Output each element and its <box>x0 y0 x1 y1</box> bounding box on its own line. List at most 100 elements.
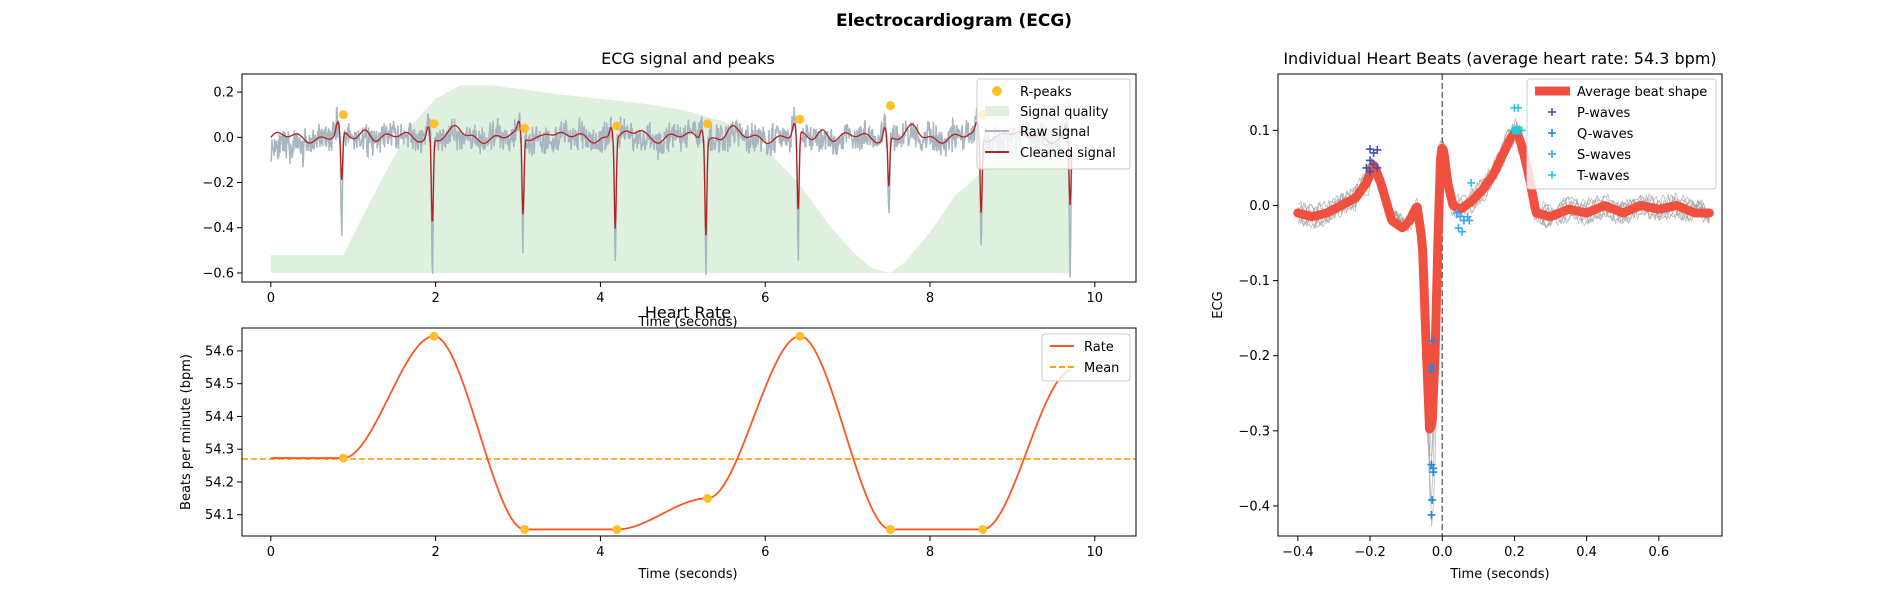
p-wave-marker <box>1362 163 1371 172</box>
q-wave-marker <box>1427 510 1436 519</box>
rate-markers-layer <box>338 331 988 534</box>
y-tick-label: 54.6 <box>205 344 234 359</box>
x-tick-label: 0.2 <box>1504 545 1525 560</box>
x-tick-label: 0 <box>267 545 275 560</box>
q-wave-marker <box>1429 464 1438 473</box>
beats-ticks: −0.4 −0.2 0.0 0.2 0.4 0.6 −0.4 −0.3 −0.2 −0.1 0.0 0… <box>1238 124 1669 560</box>
s-wave-marker <box>1452 208 1461 217</box>
x-tick-label: 0.0 <box>1432 545 1453 560</box>
rate-peak-point <box>612 524 622 534</box>
r-peak-point <box>429 119 439 129</box>
beats-panel-title: Individual Heart Beats (average heart ra… <box>1283 49 1716 68</box>
beats-axes-frame <box>1277 73 1723 537</box>
heart-rate-line <box>270 335 1072 531</box>
legend-t-label: T-waves <box>1576 169 1630 184</box>
p-wave-marker <box>1369 160 1378 169</box>
legend-mean-label: Mean <box>1084 361 1119 376</box>
ecg-panel-title: ECG signal and peaks <box>601 49 775 68</box>
y-tick-label: 54.1 <box>205 508 234 523</box>
y-tick-label: −0.4 <box>202 221 234 236</box>
x-tick-label: −0.2 <box>1354 545 1386 560</box>
x-tick-label: −0.4 <box>1282 545 1314 560</box>
s-wave-marker <box>1454 224 1463 232</box>
rate-axes-frame <box>241 327 1137 537</box>
rate-xlabel: Time (seconds) <box>637 567 737 582</box>
y-tick-label: 54.2 <box>205 475 234 490</box>
p-wave-marker <box>1373 163 1382 172</box>
q-wave-marker <box>1428 362 1437 371</box>
rate-ticks: 0 2 4 6 8 10 54.1 54.2 54.3 54.4 54.5 54.6 <box>205 344 1103 560</box>
raw-signal-layer <box>270 106 1073 278</box>
y-tick-label: −0.2 <box>202 176 234 191</box>
rate-peak-point <box>429 331 439 341</box>
legend-p-label: P-waves <box>1577 106 1631 121</box>
rate-peak-point <box>795 331 805 341</box>
q-wave-marker <box>1427 460 1436 469</box>
cleaned-signal-line <box>270 120 1073 236</box>
ecg-signal-panel: ECG signal and peaks 0 2 4 6 8 10 −0.6 −0.4 −0.2… <box>202 49 1137 330</box>
legend-q-label: Q-waves <box>1577 127 1634 142</box>
y-tick-label: −0.6 <box>202 266 234 281</box>
ecg-axes-frame <box>241 73 1137 283</box>
signal-quality-layer <box>270 85 1071 273</box>
s-wave-marker <box>1463 212 1472 221</box>
y-tick-label: 54.5 <box>205 377 234 392</box>
ecg-legend: R-peaks Signal quality Raw signal Cleane… <box>976 78 1131 170</box>
x-tick-label: 10 <box>1087 545 1104 560</box>
y-tick-label: −0.1 <box>1238 274 1270 289</box>
q-wave-marker <box>1429 336 1438 345</box>
x-tick-label: 8 <box>926 545 934 560</box>
legend-cleaned-label: Cleaned signal <box>1020 146 1116 161</box>
rate-peak-point <box>885 524 895 534</box>
y-tick-label: −0.4 <box>1238 499 1270 514</box>
average-beat-line <box>1293 126 1714 434</box>
legend-raw-label: Raw signal <box>1020 125 1090 140</box>
y-tick-label: 0.1 <box>1249 124 1270 139</box>
x-tick-label: 8 <box>926 291 934 306</box>
y-tick-label: 54.3 <box>205 443 234 458</box>
x-tick-label: 0.6 <box>1648 545 1669 560</box>
y-tick-label: 0.0 <box>213 131 234 146</box>
x-tick-label: 4 <box>596 291 604 306</box>
ecg-ticks: 0 2 4 6 8 10 −0.6 −0.4 −0.2 0.0 0.2 <box>202 86 1103 306</box>
q-wave-marker <box>1428 495 1437 504</box>
raw-signal-line <box>270 106 1073 278</box>
r-peak-point <box>520 123 530 133</box>
x-tick-label: 2 <box>431 545 439 560</box>
p-wave-marker <box>1366 145 1375 154</box>
s-wave-marker <box>1456 212 1465 221</box>
r-peak-point <box>795 114 805 124</box>
beats-legend-box <box>1526 78 1717 190</box>
heart-beats-panel: Individual Heart Beats (average heart ra… <box>1211 49 1723 582</box>
x-tick-label: 2 <box>431 291 439 306</box>
cleaned-signal-layer <box>270 120 1073 236</box>
legend-s-marker <box>1548 150 1556 158</box>
legend-q-marker <box>1548 129 1556 137</box>
r-peak-point <box>703 119 713 129</box>
legend-s-plus <box>1548 150 1556 158</box>
x-tick-label: 0.4 <box>1576 545 1597 560</box>
r-peak-point <box>885 101 895 111</box>
ecg-xlabel: Time (seconds) <box>637 315 737 330</box>
r-peak-point <box>338 110 348 120</box>
x-tick-label: 0 <box>267 291 275 306</box>
rate-panel-title: Heart Rate <box>645 303 731 322</box>
legend-p-marker <box>1548 108 1556 116</box>
ecg-legend-box <box>976 78 1131 170</box>
t-wave-marker <box>1467 178 1476 187</box>
p-wave-marker <box>1373 145 1382 154</box>
legend-t-plus <box>1548 171 1556 179</box>
legend-quality-marker <box>985 106 1009 116</box>
legend-rpeaks-marker <box>992 86 1002 96</box>
signal-quality-area <box>270 85 1071 273</box>
rate-peak-point <box>703 493 713 503</box>
x-tick-label: 4 <box>596 545 604 560</box>
r-peak-point <box>612 121 622 131</box>
t-wave-marker <box>1514 103 1523 112</box>
wave-markers-layer <box>1362 103 1526 519</box>
s-wave-marker <box>1465 216 1474 225</box>
y-tick-label: 0.2 <box>213 86 234 101</box>
beats-legend: Average beat shape P-waves Q-waves S-wav… <box>1526 78 1717 190</box>
x-tick-label: 10 <box>1087 291 1104 306</box>
